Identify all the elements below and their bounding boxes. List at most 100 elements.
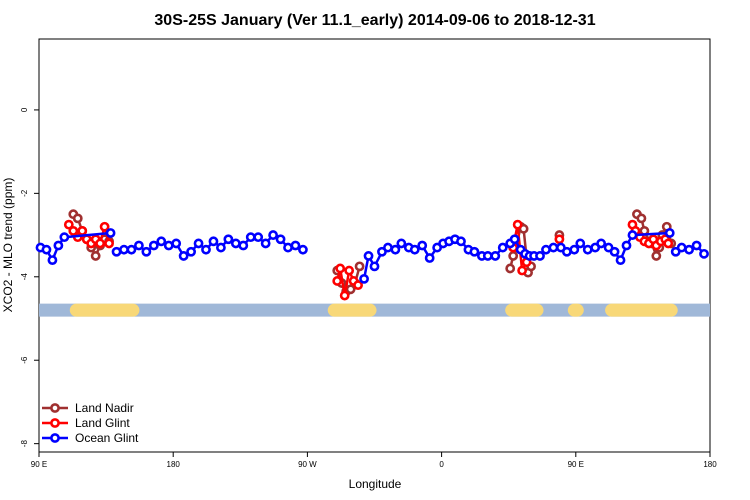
data-point <box>396 238 407 249</box>
x-axis-label: Longitude <box>349 477 402 491</box>
data-point <box>548 242 559 253</box>
y-tick-label: 0 <box>20 107 29 112</box>
data-point <box>424 253 435 263</box>
data-point <box>353 280 363 291</box>
data-point <box>535 251 545 261</box>
data-point <box>41 244 52 255</box>
data-point <box>505 263 516 274</box>
data-point <box>216 242 226 253</box>
y-tick-label: -6 <box>20 356 29 364</box>
data-point <box>383 242 393 253</box>
data-point <box>339 290 350 301</box>
legend-item: Ocean Glint <box>42 431 139 445</box>
data-point <box>627 230 638 240</box>
data-point <box>260 238 271 249</box>
x-tick-label: 180 <box>167 460 181 469</box>
data-point <box>230 238 241 249</box>
data-point <box>47 255 58 266</box>
data-point <box>77 225 88 236</box>
data-point <box>193 238 204 249</box>
data-point <box>126 244 137 255</box>
data-point <box>482 251 493 261</box>
legend-label: Land Nadir <box>75 401 134 415</box>
y-tick-label: -8 <box>20 440 29 448</box>
y-axis-label: XCO2 - MLO trend (ppm) <box>1 178 15 313</box>
data-point <box>111 246 122 257</box>
data-point <box>651 251 662 261</box>
data-point <box>90 251 101 261</box>
data-point <box>517 265 528 276</box>
x-tick-label: 90 E <box>568 460 584 469</box>
data-point <box>163 240 174 251</box>
data-point <box>409 244 420 255</box>
x-axis: 90 E 180 90 W 0 90 E 180 <box>31 452 717 469</box>
data-point <box>53 240 64 251</box>
data-point <box>141 246 152 257</box>
data-point <box>541 244 551 255</box>
data-point <box>621 240 632 251</box>
data-point <box>456 236 466 247</box>
data-point <box>561 246 572 257</box>
x-tick-label: 0 <box>439 460 444 469</box>
data-point <box>490 251 501 261</box>
data-point <box>363 251 374 261</box>
legend-item: Land Glint <box>42 416 130 430</box>
data-point <box>186 246 196 257</box>
data-point <box>359 273 369 284</box>
data-point <box>275 234 286 245</box>
series-ocean-glint <box>35 228 709 284</box>
legend-swatch-marker <box>50 418 60 428</box>
data-point <box>509 234 520 245</box>
data-point <box>596 238 607 249</box>
data-point <box>390 244 401 255</box>
data-point <box>238 240 249 251</box>
chart-title: 30S-25S January (Ver 11.1_early) 2014-09… <box>154 12 595 29</box>
data-point <box>354 261 365 272</box>
data-point <box>148 240 159 251</box>
data-point <box>156 236 167 247</box>
data-point <box>508 251 519 261</box>
data-point <box>201 244 211 255</box>
data-point <box>554 234 565 245</box>
data-point <box>223 234 234 245</box>
data-point <box>268 230 279 240</box>
y-tick-label: -2 <box>20 189 29 197</box>
data-point <box>609 246 620 257</box>
data-point <box>95 238 106 249</box>
data-point <box>615 255 626 266</box>
data-point <box>512 219 523 230</box>
data-point <box>676 242 687 253</box>
data-point <box>417 240 428 251</box>
legend-label: Ocean Glint <box>75 431 139 445</box>
data-point <box>582 244 593 255</box>
y-tick-label: -4 <box>20 273 29 281</box>
data-point <box>344 265 355 276</box>
legend-label: Land Glint <box>75 416 130 430</box>
data-point <box>469 246 480 257</box>
y-axis: 0 -2 -4 -6 -8 <box>20 107 39 447</box>
data-point <box>290 240 301 251</box>
data-point <box>684 244 695 255</box>
legend-swatch-marker <box>50 433 60 443</box>
data-point <box>208 236 219 247</box>
data-point <box>699 248 709 259</box>
data-point <box>99 221 110 232</box>
data-point <box>171 238 182 249</box>
data-point <box>105 228 116 238</box>
legend-swatch-marker <box>50 403 60 413</box>
data-point <box>369 261 380 272</box>
data-point <box>691 240 702 251</box>
data-point <box>245 232 256 243</box>
data-point <box>68 225 79 236</box>
x-tick-label: 90 E <box>31 460 47 469</box>
data-point <box>335 263 346 274</box>
x-tick-label: 180 <box>703 460 717 469</box>
data-point <box>636 213 647 224</box>
x-tick-label: 90 W <box>298 460 317 469</box>
data-point <box>663 238 674 249</box>
data-point <box>497 242 508 253</box>
data-point <box>298 244 308 255</box>
series-layer <box>35 209 709 301</box>
data-point <box>59 232 70 243</box>
